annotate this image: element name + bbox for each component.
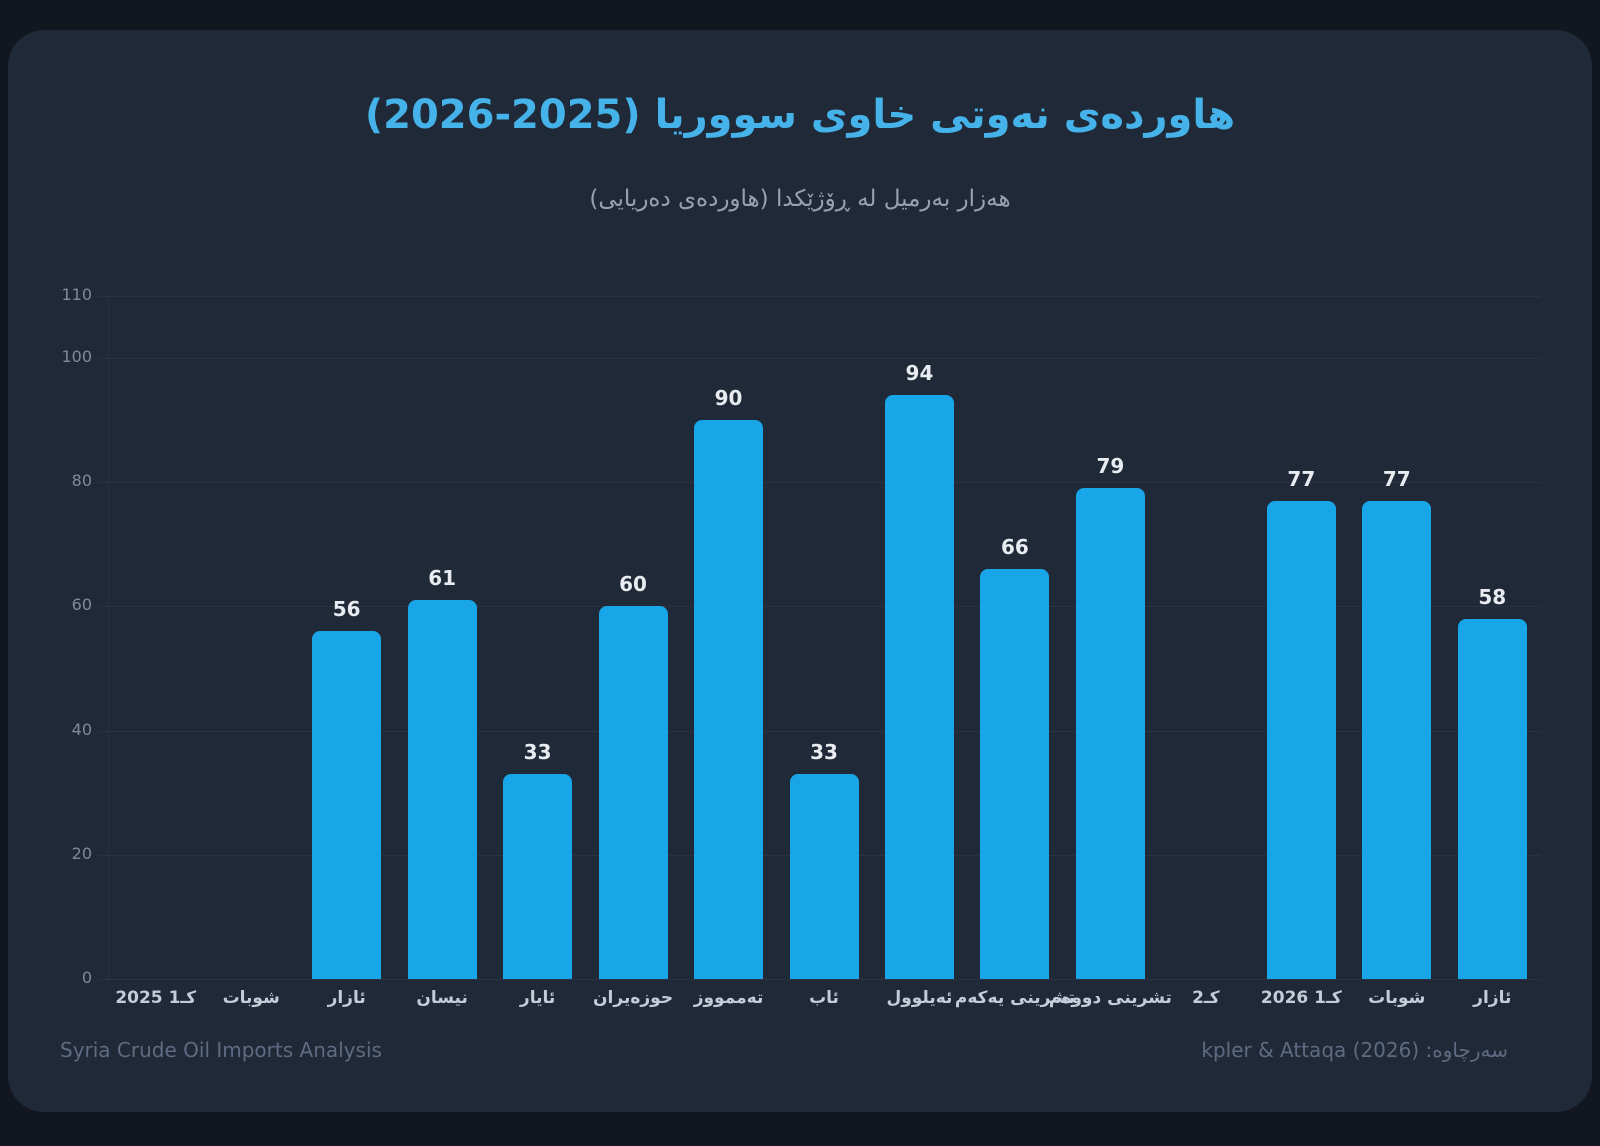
x-axis-label: ئەیلوول <box>886 988 953 1008</box>
footer-analysis-label: Syria Crude Oil Imports Analysis <box>60 1038 382 1062</box>
x-axis-label: ئایار <box>519 988 556 1008</box>
bar-value-label: 33 <box>810 740 838 765</box>
gridline <box>108 296 1540 297</box>
bar <box>503 774 573 979</box>
y-tick-mark <box>98 854 108 856</box>
chart-subtitle: هەزار بەرمیل لە ڕۆژێکدا (هاوردەی دەریایی… <box>589 186 1011 212</box>
y-tick-mark <box>98 358 108 360</box>
bar <box>694 420 764 979</box>
x-axis-label: شوبات <box>1368 988 1426 1008</box>
x-axis-label: كـ2 <box>1192 988 1220 1008</box>
bar <box>1362 500 1432 979</box>
x-axis-label: تشرینی دووەم <box>1048 988 1172 1008</box>
gridline <box>108 606 1540 608</box>
bar <box>312 631 382 979</box>
bar <box>980 569 1050 979</box>
y-axis-tick-label: 0 <box>81 968 92 987</box>
gridline <box>108 979 1540 980</box>
x-axis-label: نیسان <box>416 988 468 1008</box>
bar <box>789 774 859 979</box>
gridline <box>108 730 1540 732</box>
y-tick-mark <box>98 730 108 732</box>
y-tick-mark <box>98 296 108 297</box>
bar-value-label: 61 <box>428 566 457 591</box>
gridline <box>108 358 1540 360</box>
bar <box>1457 618 1527 979</box>
y-axis-tick-label: 100 <box>61 347 92 367</box>
x-axis-label: ئازار <box>1473 988 1512 1008</box>
bar-value-label: 79 <box>1096 454 1125 479</box>
bar <box>407 600 477 979</box>
bar-value-label: 33 <box>523 740 552 765</box>
footer-source-label: سەرچاوە: (2026) kpler & Attaqa <box>1201 1038 1508 1062</box>
bar-value-label: 58 <box>1478 584 1507 609</box>
bar-value-label: 56 <box>332 597 361 622</box>
bar-value-label: 90 <box>714 386 743 411</box>
y-axis-tick-label: 80 <box>71 471 92 491</box>
y-axis-tick-label: 40 <box>71 719 92 739</box>
x-axis-label: كـ1 2026 <box>1260 988 1342 1008</box>
x-axis-label: تشرینی یەکەم <box>954 988 1075 1008</box>
x-axis-label: شوبات <box>222 988 280 1008</box>
bar <box>1075 488 1145 979</box>
x-axis-label: كـ1 2025 <box>115 988 197 1008</box>
bar <box>884 395 954 979</box>
bar-value-label: 94 <box>905 361 934 386</box>
y-axis-tick-label: 110 <box>61 285 92 304</box>
bar-value-label: 77 <box>1287 466 1316 491</box>
x-axis-label: حوزەیران <box>593 988 674 1008</box>
x-axis-label: تەممووز <box>693 988 764 1008</box>
bar <box>1266 500 1336 979</box>
y-tick-mark <box>98 482 108 484</box>
bar-value-label: 66 <box>1001 535 1029 560</box>
y-axis-tick-label: 20 <box>71 843 92 863</box>
y-tick-mark <box>98 606 108 608</box>
bar <box>598 606 668 979</box>
x-axis-label: ئازار <box>327 988 366 1008</box>
x-axis-label: ئاب <box>809 988 839 1008</box>
gridline <box>108 482 1540 484</box>
y-axis-line <box>108 296 109 979</box>
y-tick-mark <box>98 979 108 980</box>
bar-value-label: 77 <box>1382 466 1411 491</box>
bar-value-label: 60 <box>619 572 647 597</box>
chart-title: هاوردەی نەوتی خاوی سووریا (2025-2026) <box>364 92 1236 138</box>
y-axis-tick-label: 60 <box>71 595 92 615</box>
